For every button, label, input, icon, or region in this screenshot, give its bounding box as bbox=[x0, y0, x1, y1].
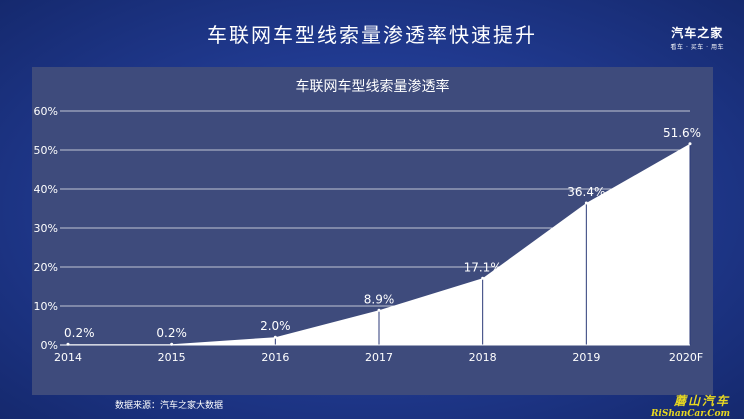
data-source-note: 数据来源：汽车之家大数据 bbox=[115, 401, 224, 411]
data-point bbox=[377, 308, 381, 312]
x-tick-label: 2015 bbox=[158, 351, 186, 364]
watermark-line-1: 蘑山汽车 bbox=[673, 394, 730, 408]
x-tick-label: 2017 bbox=[365, 351, 393, 364]
x-tick-label: 2019 bbox=[572, 351, 600, 364]
y-tick-label: 10% bbox=[34, 300, 58, 313]
page-title: 车联网车型线索量渗透率快速提升 bbox=[207, 23, 537, 47]
data-label: 2.0% bbox=[260, 319, 291, 333]
x-tick-label: 2020F bbox=[669, 351, 703, 364]
y-tick-label: 20% bbox=[34, 261, 58, 274]
data-label: 0.2% bbox=[156, 326, 187, 340]
y-tick-label: 0% bbox=[41, 339, 58, 352]
brand-logo: 汽车之家 看车 · 买车 · 用车 bbox=[671, 24, 724, 51]
data-label: 0.2% bbox=[64, 326, 95, 340]
data-label: 17.1% bbox=[464, 260, 502, 274]
area-series bbox=[68, 143, 690, 345]
logo-tagline: 看车 · 买车 · 用车 bbox=[670, 44, 724, 51]
data-label: 36.4% bbox=[567, 185, 605, 199]
x-tick-label: 2014 bbox=[54, 351, 82, 364]
data-point bbox=[584, 201, 588, 205]
y-tick-label: 30% bbox=[34, 222, 58, 235]
y-tick-label: 50% bbox=[34, 144, 58, 157]
watermark-line-2: RiShanCar.Com bbox=[650, 409, 730, 419]
watermark-logo: 蘑山汽车 RiShanCar.Com bbox=[651, 392, 730, 419]
data-point bbox=[481, 276, 485, 280]
logo-brand-text: 汽车之家 bbox=[671, 26, 724, 40]
x-tick-label: 2016 bbox=[261, 351, 289, 364]
chart-title: 车联网车型线索量渗透率 bbox=[295, 79, 450, 95]
data-label: 51.6% bbox=[663, 126, 701, 140]
y-tick-label: 40% bbox=[34, 183, 58, 196]
data-point bbox=[273, 335, 277, 339]
x-tick-label: 2018 bbox=[469, 351, 497, 364]
y-tick-label: 60% bbox=[34, 105, 58, 118]
data-label: 8.9% bbox=[364, 292, 395, 306]
data-point bbox=[688, 142, 692, 146]
